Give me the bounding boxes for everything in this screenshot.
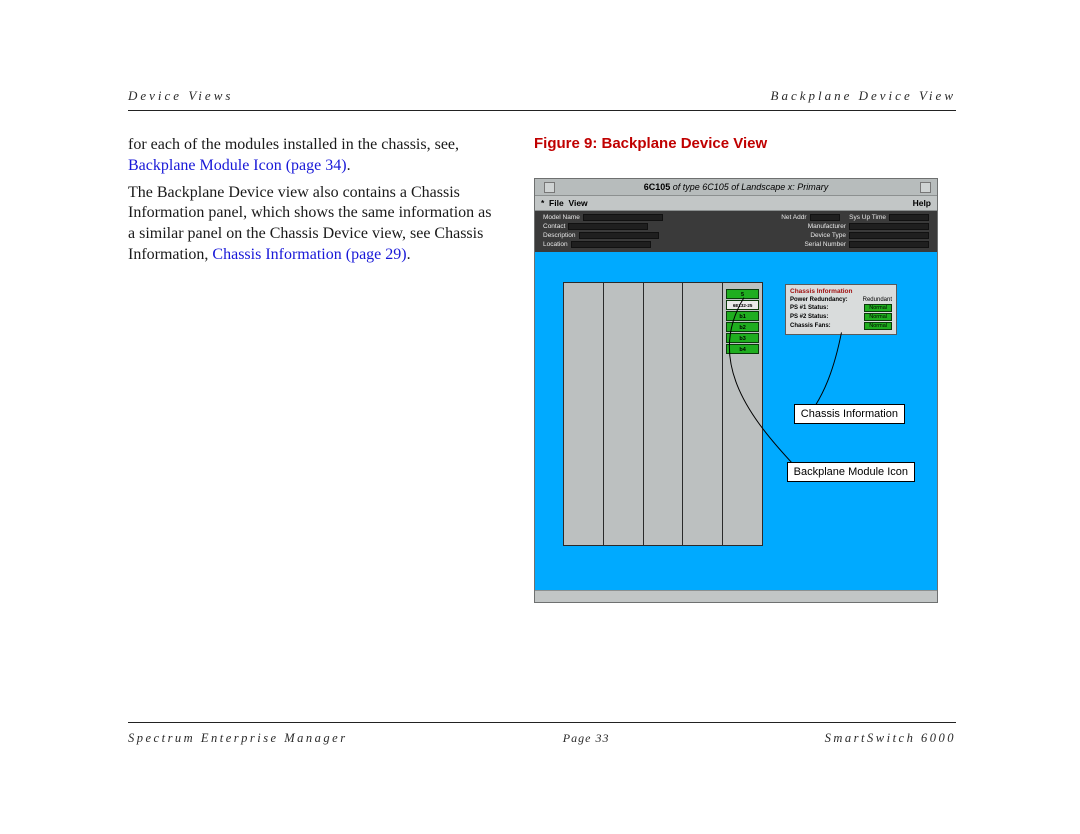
window-title-strong: 6C105 bbox=[644, 182, 671, 192]
p1-text-a: for each of the modules installed in the… bbox=[128, 136, 459, 153]
value-serial bbox=[849, 241, 929, 248]
ci-label-0: Power Redundancy: bbox=[790, 297, 848, 303]
label-description: Description bbox=[543, 232, 576, 239]
value-sys-up bbox=[889, 214, 929, 221]
device-canvas: 5 6E132-25 b1 b2 b3 b4 Chassis Informati… bbox=[535, 252, 937, 590]
ci-label-3: Chassis Fans: bbox=[790, 323, 831, 329]
app-window: 6C105 of type 6C105 of Landscape x: Prim… bbox=[534, 178, 938, 603]
module-chip-5[interactable]: b4 bbox=[726, 344, 759, 354]
ci-label-2: PS #2 Status: bbox=[790, 314, 828, 320]
menu-file[interactable]: File bbox=[549, 198, 564, 208]
ci-value-1: Normal bbox=[864, 304, 892, 312]
slot-4 bbox=[683, 283, 723, 545]
figure-caption: Figure 9: Backplane Device View bbox=[534, 135, 952, 152]
label-contact: Contact bbox=[543, 223, 565, 230]
module-chip-1[interactable]: 6E132-25 bbox=[726, 300, 759, 310]
callout-chassis-info: Chassis Information bbox=[794, 404, 905, 424]
p2-text-b: . bbox=[407, 246, 411, 263]
value-model-name bbox=[583, 214, 663, 221]
label-sys-up: Sys Up Time bbox=[849, 214, 886, 221]
module-chip-2[interactable]: b1 bbox=[726, 311, 759, 321]
label-model-name: Model Name bbox=[543, 214, 580, 221]
module-chip-3[interactable]: b2 bbox=[726, 322, 759, 332]
value-contact bbox=[568, 223, 648, 230]
link-chassis-information[interactable]: Chassis Information (page 29) bbox=[212, 246, 406, 263]
chassis-box: 5 6E132-25 b1 b2 b3 b4 bbox=[563, 282, 763, 546]
ci-value-3: Normal bbox=[864, 322, 892, 330]
slot-2 bbox=[604, 283, 644, 545]
body-text-column: for each of the modules installed in the… bbox=[128, 135, 496, 603]
label-serial: Serial Number bbox=[804, 241, 846, 248]
label-device-type: Device Type bbox=[810, 232, 846, 239]
page-footer: Spectrum Enterprise Manager Page 33 Smar… bbox=[128, 722, 956, 746]
value-manufacturer bbox=[849, 223, 929, 230]
chassis-info-panel: Chassis Information Power Redundancy: Red… bbox=[785, 284, 897, 335]
module-chip-4[interactable]: b3 bbox=[726, 333, 759, 343]
slot-5[interactable]: 5 6E132-25 b1 b2 b3 b4 bbox=[723, 283, 762, 545]
menu-view[interactable]: View bbox=[568, 198, 587, 208]
label-manufacturer: Manufacturer bbox=[808, 223, 846, 230]
window-title: 6C105 of type 6C105 of Landscape x: Prim… bbox=[555, 182, 917, 192]
scrollbar-stub[interactable] bbox=[535, 590, 937, 602]
slot-3 bbox=[644, 283, 684, 545]
ci-value-0: Redundant bbox=[863, 297, 892, 303]
footer-center: Page 33 bbox=[563, 731, 610, 746]
footer-rule bbox=[128, 722, 956, 723]
label-net-addr: Net Addr bbox=[781, 214, 806, 221]
value-location bbox=[571, 241, 651, 248]
module-stack: 5 6E132-25 b1 b2 b3 b4 bbox=[726, 289, 759, 354]
value-device-type bbox=[849, 232, 929, 239]
p1-text-b: . bbox=[347, 157, 351, 174]
value-net-addr bbox=[810, 214, 840, 221]
menubar: * File View Help bbox=[535, 196, 937, 211]
header-left: Device Views bbox=[128, 88, 233, 104]
info-strip: Model Name Contact Description Location … bbox=[535, 211, 937, 252]
menu-star: * bbox=[541, 198, 544, 208]
ci-value-2: Normal bbox=[864, 313, 892, 321]
footer-left: Spectrum Enterprise Manager bbox=[128, 731, 348, 746]
header-right: Backplane Device View bbox=[771, 88, 956, 104]
value-description bbox=[579, 232, 659, 239]
window-title-em: of type 6C105 of Landscape x: Primary bbox=[670, 182, 828, 192]
menu-help[interactable]: Help bbox=[913, 198, 931, 208]
window-menu-icon[interactable] bbox=[544, 182, 555, 193]
label-location: Location bbox=[543, 241, 568, 248]
module-chip-0[interactable]: 5 bbox=[726, 289, 759, 299]
ci-label-1: PS #1 Status: bbox=[790, 305, 828, 311]
footer-right: SmartSwitch 6000 bbox=[825, 731, 956, 746]
chassis-info-header: Chassis Information bbox=[790, 288, 892, 295]
link-backplane-module-icon[interactable]: Backplane Module Icon (page 34) bbox=[128, 157, 347, 174]
slot-1 bbox=[564, 283, 604, 545]
window-titlebar: 6C105 of type 6C105 of Landscape x: Prim… bbox=[535, 179, 937, 196]
window-min-icon[interactable] bbox=[920, 182, 931, 193]
header-rule bbox=[128, 110, 956, 111]
callout-backplane-module: Backplane Module Icon bbox=[787, 462, 915, 482]
